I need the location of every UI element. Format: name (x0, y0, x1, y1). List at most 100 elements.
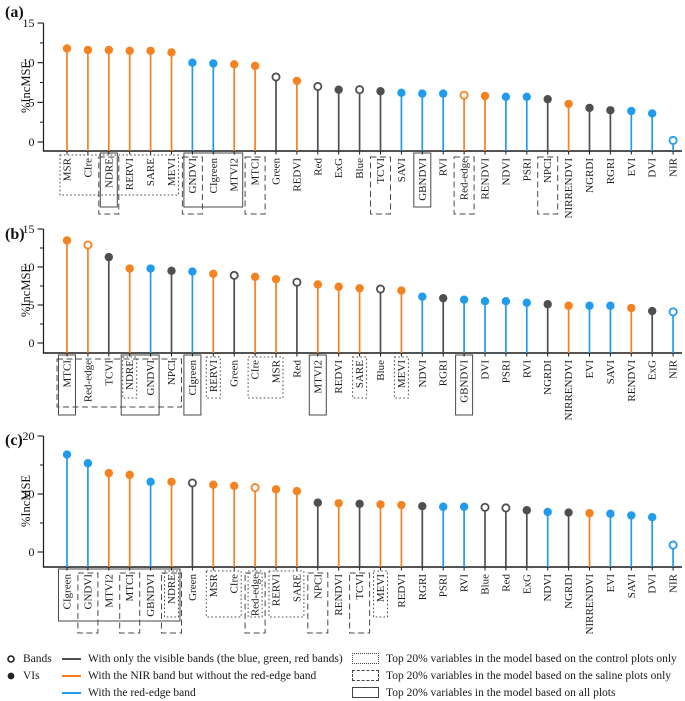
top20-box-dashed-3-3 (119, 572, 141, 634)
legend-line-row: With the red-edge band (62, 684, 343, 701)
y-axis-title: %IncMSE (19, 475, 33, 527)
legend-marker-label: Bands (23, 652, 52, 665)
lollipop-dot-RGRI (439, 293, 448, 303)
lollipop-dot-NDVI (501, 92, 511, 101)
y-tick-label: 0 (29, 336, 35, 350)
x-label-MEVI: MEVI (396, 360, 408, 388)
box-swatch-dashed (352, 670, 379, 681)
legend-marker-label: VIs (23, 669, 40, 682)
lollipop-dot-SAVI (627, 511, 636, 520)
x-label-EVI: EVI (584, 360, 596, 379)
lollipop-open-dot-Red-edge (250, 483, 260, 493)
x-label-CIre: CIre (82, 158, 94, 178)
lollipop-dot-RGRI (606, 106, 615, 115)
y-tick-label: 10 (23, 260, 35, 274)
x-label-SARE: SARE (354, 360, 366, 388)
x-label-Blue: Blue (375, 360, 387, 381)
legend-box-row: Top 20% variables in the model based on … (352, 650, 677, 667)
x-label-PSRI: PSRI (500, 360, 512, 384)
lollipop-dot-RENDVI (627, 303, 636, 313)
x-label-Blue: Blue (480, 574, 492, 595)
top20-box-dotted-10-11 (268, 570, 305, 618)
top20-box-dotted-0-5 (59, 154, 179, 196)
lollipop-dot-SAVI (397, 88, 406, 98)
x-label-MTCI: MTCI (250, 158, 262, 186)
lollipop-dot-PSRI (439, 502, 448, 511)
lollipop-dot-PSRI (522, 92, 531, 101)
x-label-REDVI: REDVI (396, 574, 408, 608)
y-axis-title: %IncMSE (19, 61, 33, 113)
x-label-CIre: CIre (250, 360, 262, 380)
x-label-DVI: DVI (480, 360, 492, 380)
x-label-Red: Red (291, 360, 303, 378)
x-label-NPCI: NPCI (542, 158, 554, 183)
lollipop-dot-GNDVI (188, 58, 197, 67)
x-label-RERVI: RERVI (208, 360, 220, 392)
x-label-RVI: RVI (459, 574, 471, 592)
lollipop-open-dot-Red-edge (83, 240, 93, 250)
legend-line-label: With only the visible bands (the blue, g… (88, 652, 343, 665)
lollipop-dot-ExG (334, 85, 343, 94)
lollipop-dot-RVI (439, 89, 448, 98)
top20-box-dashed-19-19 (453, 156, 475, 215)
top20-box-dashed-9-9 (244, 156, 266, 215)
lollipop-dot-RERVI (125, 46, 134, 56)
top20-box-dashed-9-9 (244, 572, 266, 634)
x-label-RGRI: RGRI (605, 158, 617, 185)
lollipop-dot-RERVI (209, 269, 218, 279)
lollipop-dot-GNDVI (83, 459, 93, 468)
chart-panels: (a) %IncMSE 0 5 10 15 MSR CIre NDRE RERVI SARE MEVI… (0, 4, 685, 648)
x-label-PSRI: PSRI (438, 574, 450, 598)
x-label-NGRDI: NGRDI (584, 158, 596, 193)
lollipop-dot-MTCI (62, 236, 72, 245)
x-label-NIR: NIR (668, 573, 680, 593)
panel-letter: (c) (5, 432, 23, 449)
lollipop-dot-NPCI (313, 498, 322, 507)
lollipop-open-dot-Green (229, 270, 239, 280)
lollipop-dot-MTCI (125, 470, 134, 480)
dashed-rect-icon (352, 670, 379, 681)
x-label-NIR: NIR (668, 157, 680, 177)
x-label-Green: Green (229, 360, 241, 387)
lollipop-dot-RGRI (418, 501, 427, 511)
top20-box-dotted-5-5 (164, 570, 179, 618)
lollipop-dot-GNDVI (146, 264, 155, 273)
x-label-GBNDVI: GBNDVI (417, 158, 429, 201)
lollipop-dot-NPCI (543, 94, 552, 104)
legend-line-label: With the NIR band but without the red-ed… (88, 669, 317, 682)
x-label-GBNDVI: GBNDVI (459, 360, 471, 403)
x-label-DVI: DVI (647, 158, 659, 178)
lollipop-open-dot-Red-edge (459, 90, 469, 100)
x-label-CIre: CIre (229, 574, 241, 594)
x-label-ExG: ExG (333, 158, 345, 178)
lollipop-dot-NPCI (167, 266, 176, 275)
x-label-TCVI: TCVI (103, 360, 115, 386)
x-label-RGRI: RGRI (438, 360, 450, 387)
x-label-NDRE: NDRE (103, 158, 115, 188)
lollipop-dot-CIgreen (209, 59, 218, 68)
lollipop-dot-NIRRENDVI (564, 99, 573, 109)
legend-markers-column: Bands VIs (6, 650, 52, 684)
x-label-MSR: MSR (271, 359, 283, 383)
lollipop-dot-MSR (62, 44, 72, 53)
lollipop-dot-NDRE (125, 264, 134, 273)
lollipop-open-dot-NIR (668, 135, 678, 145)
lollipop-dot-DVI (480, 297, 490, 306)
x-label-NIRRENDVI: NIRRENDVI (563, 158, 575, 219)
x-label-PSRI: PSRI (521, 158, 533, 182)
lollipop-dot-CIgreen (62, 450, 72, 459)
legend-line-row: With only the visible bands (the blue, g… (62, 650, 343, 667)
x-label-DVI: DVI (647, 574, 659, 594)
line-color-bar (62, 691, 81, 694)
y-tick-label: 15 (23, 222, 35, 236)
lollipop-dot-GBNDVI (146, 477, 155, 487)
x-label-Blue: Blue (354, 158, 366, 179)
top20-box-solid-0-5 (58, 568, 181, 622)
box-swatch-dotted (352, 653, 379, 664)
x-label-CIgreen: CIgreen (62, 574, 74, 610)
y-axis-title: %IncMSE (19, 265, 33, 317)
panel-c: (c) %IncMSE 0 10 20 CIgreen GNDVI MTVI2 MTCI GBND… (0, 428, 685, 648)
x-label-RVI: RVI (438, 158, 450, 176)
x-label-SAVI: SAVI (626, 574, 638, 599)
